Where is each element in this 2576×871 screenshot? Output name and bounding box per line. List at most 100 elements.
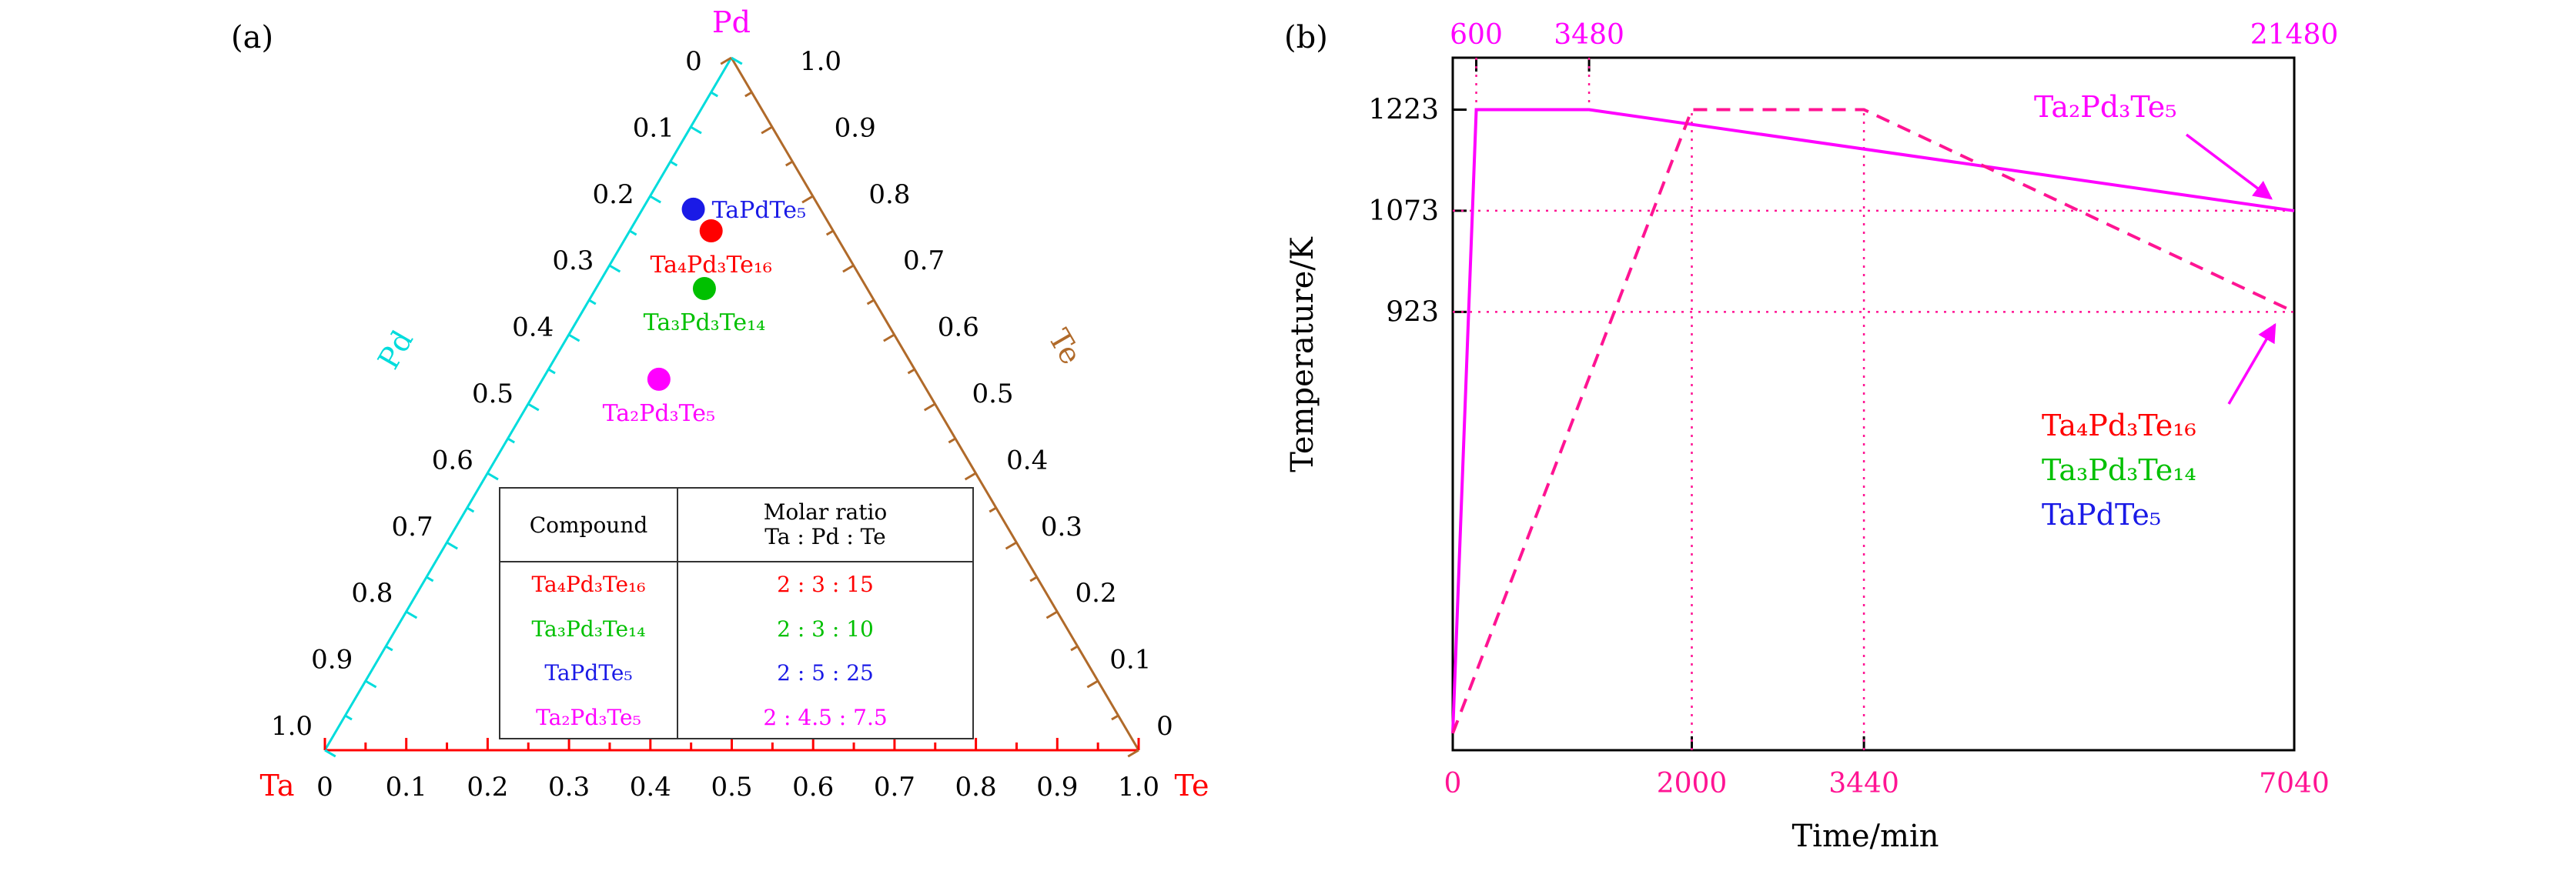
ternary-bottom-tick-label: 0.9 (1036, 772, 1078, 803)
ternary-right-tick-label: 0.4 (1006, 445, 1048, 476)
ternary-bottom-tick-label: 0.1 (386, 772, 427, 803)
ternary-bottom-tick-label: 0.7 (874, 772, 915, 803)
ternary-right-axis-tick (907, 368, 915, 375)
ternary-apex-label: Pd (712, 5, 751, 39)
ternary-right-tick-label: 0.3 (1041, 512, 1082, 542)
ternary-corner-te-label: Te (1175, 769, 1209, 803)
ternary-marks: 0 0.1 0.2 0.3 0.4 0.5 0.6 0.7 0.8 0.9 1.000.10.20.… (271, 46, 1173, 803)
ternary-bottom-tick-label: 0.4 (630, 772, 671, 803)
ternary-point-label: TaPdTe₅ (712, 197, 806, 224)
ternary-point-label: Ta₂Pd₃Te₅ (603, 400, 715, 427)
ternary-left-axis-tick (629, 229, 637, 236)
ternary-left-axis-tick (365, 679, 377, 689)
ternary-point (699, 219, 723, 242)
table-row-ratio: 2 : 3 : 15 (777, 572, 874, 598)
table-row-ratio: 2 : 4.5 : 7.5 (763, 704, 888, 730)
ternary-right-axis-tick (842, 264, 855, 273)
annotation-arrow-dashed-end (2227, 322, 2277, 405)
ternary-right-tick-label: 0.7 (903, 245, 945, 276)
ternary-left-axis-tick (690, 125, 702, 135)
plot-b-y-tick-label: 1073 (1368, 195, 1439, 227)
ternary-left-axis-tick (588, 299, 597, 305)
plot-b-top-tick-label: 3480 (1554, 19, 1624, 51)
ternary-right-axis-tick (720, 56, 732, 65)
ternary-left-axis-tick (344, 714, 353, 721)
ternary-right-axis-tick (1111, 714, 1119, 721)
annotation-ta4pd3te16: Ta₄Pd₃Te₁₆ (2042, 409, 2196, 442)
ternary-bottom-tick-label: 0.8 (955, 772, 997, 803)
plot-b-y-axis-title: Temperature/K (1285, 236, 1320, 472)
ternary-right-tick-label: 0.8 (868, 179, 910, 210)
ternary-right-axis-tick (1127, 749, 1139, 758)
ternary-left-axis-title: Pd (371, 325, 420, 375)
annotation-tapdte5: TaPdTe₅ (2042, 498, 2161, 532)
ternary-left-axis-tick (467, 506, 475, 513)
ternary-bottom-tick-label: 0.2 (467, 772, 508, 803)
ternary-bottom-tick-label: 0 (316, 772, 333, 803)
plot-b-x-axis-title: Time/min (1791, 819, 1939, 854)
ternary-left-axis-tick (547, 368, 556, 375)
ternary-left-axis-tick (568, 333, 580, 342)
ternary-left-axis-tick (426, 576, 434, 582)
ternary-left-tick-label: 0.3 (552, 245, 594, 276)
plot-b-y-tick-label: 923 (1386, 296, 1439, 328)
ternary-right-tick-label: 0.5 (972, 379, 1013, 409)
ternary-right-axis-tick (801, 195, 814, 204)
ternary-left-tick-label: 1.0 (271, 711, 313, 742)
ternary-right-tick-label: 1.0 (800, 46, 841, 77)
ternary-left-axis-tick (385, 645, 393, 652)
table-row-compound: Ta₄Pd₃Te₁₆ (500, 562, 678, 607)
ternary-bottom-tick-label: 0.3 (548, 772, 590, 803)
ternary-left-tick-label: 0.7 (392, 512, 433, 542)
ternary-left-axis-tick (446, 541, 458, 550)
ternary-left-axis-tick (649, 195, 661, 204)
plot-b-series-solid (1451, 108, 2295, 734)
plot-b-bottom-tick-label: 2000 (1657, 768, 1728, 799)
ternary-left-axis-tick (324, 749, 336, 758)
ternary-left-axis-tick (731, 56, 743, 65)
plot-b-bottom-tick-label: 7040 (2259, 768, 2330, 799)
ternary-right-axis-tick (989, 506, 997, 513)
ternary-point (681, 197, 705, 221)
ternary-right-axis-title: Te (1042, 323, 1089, 370)
ternary-right-axis-tick (1070, 645, 1079, 652)
ternary-right-tick-label: 0 (1156, 711, 1173, 742)
ternary-left-tick-label: 0 (685, 46, 702, 77)
table-row-compound: TaPdTe₅ (500, 651, 678, 696)
table-row-ratio: 2 : 3 : 10 (777, 616, 874, 642)
ternary-right-axis-tick (866, 299, 875, 305)
ternary-left-tick-label: 0.8 (351, 578, 393, 609)
table-header-compound: Compound (500, 489, 678, 562)
ternary-right-tick-label: 0.2 (1076, 578, 1117, 609)
table-row-ratio: 2 : 5 : 25 (777, 660, 874, 686)
table-header-molar-ratio-line1: Molar ratio (763, 499, 888, 525)
ternary-right-axis-tick (761, 125, 773, 135)
ternary-point-label: Ta₄Pd₃Te₁₆ (650, 252, 772, 279)
table-row-compound: Ta₂Pd₃Te₅ (500, 695, 678, 739)
ternary-left-tick-label: 0.2 (593, 179, 634, 210)
ternary-bottom-tick-label: 1.0 (1118, 772, 1159, 803)
ternary-left-axis-tick (670, 160, 678, 167)
plot-b-marks: 1223 1073 923 0 2000 3440 7040 600 3480 21480 (1368, 19, 2338, 799)
plot-b-y-tick-label: 1223 (1368, 94, 1439, 125)
annotation-arrow-solid-end (2185, 133, 2273, 200)
plot-b-top-tick-label: 600 (1450, 19, 1503, 51)
ternary-left-axis-tick (405, 610, 418, 619)
ternary-point (647, 367, 671, 391)
ternary-bottom-tick-label: 0.6 (792, 772, 834, 803)
panel-b-label: (b) (1284, 20, 1328, 55)
ternary-left-tick-label: 0.6 (432, 445, 473, 476)
plot-b-top-tick-label: 21480 (2250, 19, 2339, 51)
ternary-left-axis-tick (487, 472, 499, 481)
plot-b-series-dashed (1451, 108, 2295, 734)
plot-b-frame (1451, 56, 2296, 752)
molar-ratio-table: Compound Molar ratio Ta : Pd : Te Ta₄Pd₃… (499, 487, 974, 739)
table-header-molar-ratio-line2: Ta : Pd : Te (764, 524, 886, 549)
ternary-left-axis-tick (710, 91, 718, 98)
ternary-right-axis-tick (1045, 610, 1058, 619)
ternary-left-axis-tick (608, 264, 621, 273)
ternary-left-tick-label: 0.1 (633, 112, 674, 143)
ternary-right-axis-tick (964, 472, 977, 481)
ternary-right-tick-label: 0.6 (938, 312, 979, 343)
